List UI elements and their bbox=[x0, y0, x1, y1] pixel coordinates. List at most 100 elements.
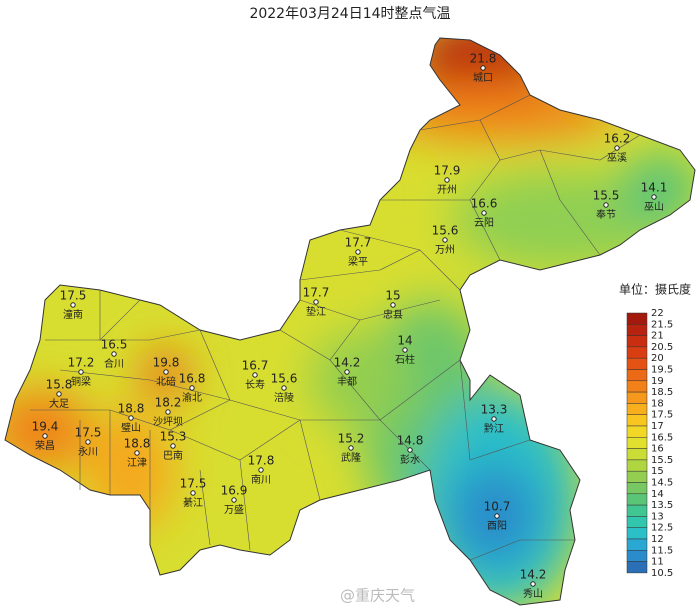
station-dot bbox=[530, 581, 536, 587]
legend-swatch bbox=[626, 561, 648, 574]
legend-swatch bbox=[626, 504, 648, 517]
station-name: 荣昌 bbox=[35, 440, 55, 452]
station-name: 城口 bbox=[473, 72, 493, 84]
station-value: 18.8 bbox=[118, 402, 145, 416]
legend-tick-label: 20 bbox=[651, 353, 664, 364]
station-value: 17.7 bbox=[303, 286, 330, 300]
station-value: 14.8 bbox=[397, 434, 424, 448]
station-value: 18.2 bbox=[155, 396, 182, 410]
legend-tick-label: 18 bbox=[651, 398, 664, 409]
legend-swatch bbox=[626, 312, 648, 325]
station-name: 秀山 bbox=[523, 588, 543, 600]
station-name: 黔江 bbox=[484, 422, 504, 435]
legend-swatch bbox=[626, 448, 648, 461]
station-name: 铜梁 bbox=[71, 375, 91, 388]
legend-tick-label: 11.5 bbox=[651, 545, 673, 556]
legend-tick-label: 20.5 bbox=[651, 342, 673, 353]
station-name: 武隆 bbox=[341, 451, 361, 464]
station-value: 17.9 bbox=[434, 164, 461, 178]
station-name: 涪陵 bbox=[274, 391, 294, 404]
legend-swatch bbox=[626, 516, 648, 528]
station-value: 16.6 bbox=[471, 197, 498, 211]
legend-tick-label: 10.5 bbox=[651, 568, 673, 579]
station-value: 21.8 bbox=[470, 52, 497, 66]
legend-tick-label: 19.5 bbox=[651, 365, 673, 376]
station-dot bbox=[480, 65, 486, 71]
station-dot bbox=[355, 249, 361, 255]
station-name: 大足 bbox=[49, 397, 69, 410]
legend-tick-label: 17.5 bbox=[651, 410, 673, 421]
station-dot bbox=[190, 490, 196, 496]
station-dot bbox=[189, 385, 195, 391]
station-dot bbox=[258, 467, 264, 473]
station-value: 19.8 bbox=[153, 356, 180, 370]
legend-swatch bbox=[626, 369, 648, 382]
legend-swatch bbox=[626, 380, 648, 393]
legend-swatch bbox=[626, 391, 648, 404]
station-name: 綦江 bbox=[183, 496, 203, 509]
station-dot bbox=[281, 385, 287, 391]
station-dot bbox=[252, 372, 258, 378]
legend-tick-label: 15.5 bbox=[651, 455, 673, 466]
station-value: 15.8 bbox=[46, 378, 73, 392]
station-dot bbox=[128, 415, 134, 421]
station-name: 合川 bbox=[104, 357, 124, 370]
station-name: 巫溪 bbox=[607, 152, 627, 164]
station-value: 16.2 bbox=[604, 132, 631, 146]
stations: 21.8 城口 16.2 巫溪 17.9 开州 16.6 云阳 15.5 奉节 14.1 巫山 15.6… bbox=[32, 52, 668, 601]
legend-swatch bbox=[626, 459, 648, 472]
station-value: 15.6 bbox=[271, 372, 298, 386]
station-name: 酉阳 bbox=[487, 520, 507, 532]
legend-swatch bbox=[626, 538, 648, 551]
station-dot bbox=[651, 194, 657, 200]
legend-swatch bbox=[626, 335, 648, 348]
legend-tick-label: 19 bbox=[651, 376, 664, 387]
legend-tick-label: 12.5 bbox=[651, 523, 673, 534]
station-value: 10.7 bbox=[484, 500, 511, 514]
legend: 2221.52120.52019.51918.51817.51716.51615… bbox=[626, 308, 673, 579]
legend-title: 单位：摄氏度 bbox=[619, 282, 691, 297]
station-dot bbox=[231, 497, 237, 503]
station-dot bbox=[70, 302, 76, 308]
station-value: 16.7 bbox=[242, 359, 269, 373]
legend-tick-label: 14.5 bbox=[651, 478, 673, 489]
legend-tick-label: 22 bbox=[651, 308, 664, 319]
station-name: 石柱 bbox=[395, 353, 415, 366]
station-name: 开州 bbox=[437, 184, 457, 196]
station-name: 潼南 bbox=[63, 308, 83, 321]
station-dot bbox=[85, 439, 91, 445]
legend-swatch bbox=[626, 324, 648, 336]
station-dot bbox=[444, 177, 450, 183]
legend-tick-label: 17 bbox=[651, 421, 664, 432]
station-value: 17.7 bbox=[345, 236, 372, 250]
station-name: 万盛 bbox=[224, 503, 244, 516]
station-dot bbox=[344, 369, 350, 375]
station-dot bbox=[56, 391, 62, 397]
legend-swatch bbox=[626, 470, 648, 483]
station-dot bbox=[491, 416, 497, 422]
legend-tick-label: 14 bbox=[651, 489, 664, 500]
station-dot bbox=[494, 513, 500, 519]
station-value: 13.3 bbox=[481, 403, 508, 417]
station-name: 巴南 bbox=[163, 449, 183, 462]
map-title: 2022年03月24日14时整点气温 bbox=[249, 6, 450, 22]
station-dot bbox=[603, 202, 609, 208]
legend-tick-label: 18.5 bbox=[651, 387, 673, 398]
station-dot bbox=[614, 145, 620, 151]
station-value: 15 bbox=[385, 289, 400, 303]
station-name: 长寿 bbox=[245, 378, 265, 391]
station-value: 14.1 bbox=[641, 181, 668, 195]
station-name: 丰都 bbox=[337, 375, 357, 388]
legend-tick-label: 12 bbox=[651, 534, 664, 545]
station-dot bbox=[163, 369, 169, 375]
station-dot bbox=[442, 237, 448, 243]
station-dot bbox=[402, 347, 408, 353]
district-borders bbox=[30, 94, 641, 561]
station-value: 14.2 bbox=[334, 356, 361, 370]
station-name: 云阳 bbox=[474, 217, 494, 229]
station-name: 沙坪坝 bbox=[153, 415, 183, 428]
legend-swatch bbox=[626, 482, 648, 495]
station-dot bbox=[134, 450, 140, 456]
station-value: 14.2 bbox=[520, 568, 547, 582]
